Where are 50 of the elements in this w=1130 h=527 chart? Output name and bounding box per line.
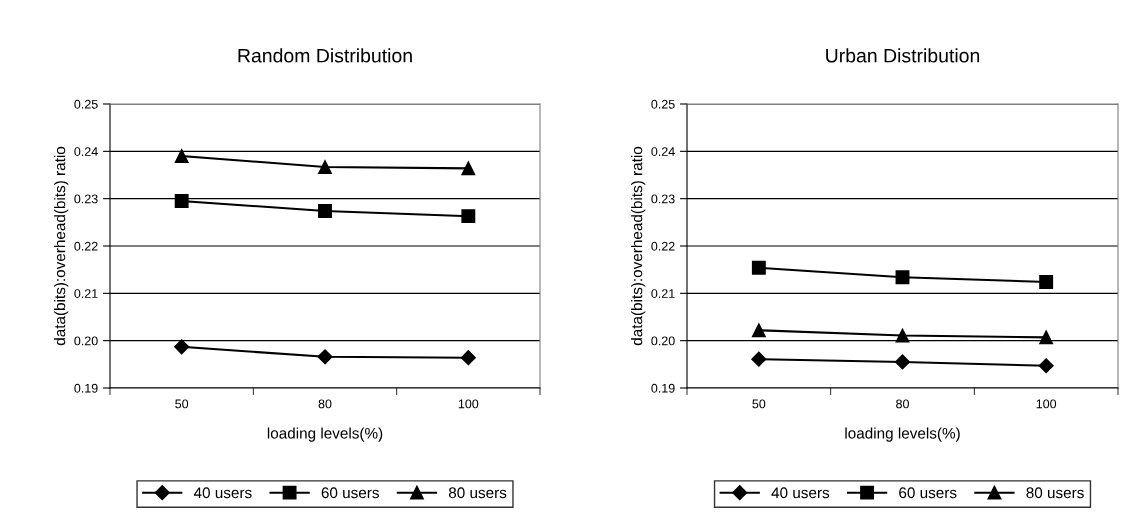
point: [461, 209, 476, 224]
point: [317, 349, 333, 365]
x-tick-label: 50: [752, 399, 766, 409]
y-tick-label: 0.19: [74, 383, 98, 393]
point: [751, 323, 766, 338]
legend-label: 40 users: [193, 487, 252, 499]
x-tick-label: 50: [175, 399, 189, 409]
y-tick-label: 0.22: [651, 241, 675, 251]
x-tick-label: 100: [1036, 399, 1057, 409]
y-tick-label: 0.25: [74, 99, 98, 109]
y-tick-label: 0.24: [651, 147, 675, 156]
point: [894, 354, 911, 370]
point: [895, 270, 910, 285]
x-tick-label: 80: [896, 399, 909, 409]
point: [318, 204, 332, 218]
y-axis-title: data(bits):overhead(bits) ratio: [631, 146, 646, 346]
y-tick-label: 0.24: [74, 147, 98, 156]
x-axis-title: loading levels(%): [267, 427, 383, 442]
y-tick-label: 0.20: [651, 336, 675, 346]
point: [895, 328, 910, 343]
y-tick-label: 0.20: [74, 336, 98, 346]
point: [1039, 330, 1054, 345]
x-tick-label: 80: [318, 399, 332, 409]
point: [1039, 275, 1054, 289]
legend-label: 80 users: [448, 487, 507, 499]
y-axis-title: data(bits):overhead(bits) ratio: [54, 146, 69, 346]
y-tick-label: 0.21: [651, 289, 675, 298]
point: [174, 149, 189, 164]
point: [174, 194, 189, 208]
chart-title: Urban Distribution: [826, 48, 980, 63]
x-axis-title: loading levels(%): [845, 427, 960, 442]
y-tick-label: 0.22: [74, 241, 98, 251]
point: [751, 351, 767, 367]
point: [1038, 358, 1054, 374]
legend-label: 60 users: [321, 487, 379, 499]
point: [174, 339, 190, 355]
y-tick-label: 0.25: [651, 99, 675, 109]
point: [460, 350, 476, 366]
point: [318, 160, 332, 174]
legend-label: 80 users: [1026, 487, 1084, 499]
y-tick-label: 0.21: [74, 289, 98, 298]
y-tick-label: 0.23: [651, 194, 675, 204]
chart-title: Random Distribution: [238, 48, 412, 63]
point: [461, 161, 476, 176]
legend-label: 60 users: [899, 487, 957, 499]
y-tick-label: 0.23: [74, 194, 98, 204]
legend-label: 40 users: [771, 487, 830, 499]
point: [751, 260, 766, 275]
y-tick-label: 0.19: [651, 383, 675, 393]
x-tick-label: 100: [458, 399, 479, 409]
